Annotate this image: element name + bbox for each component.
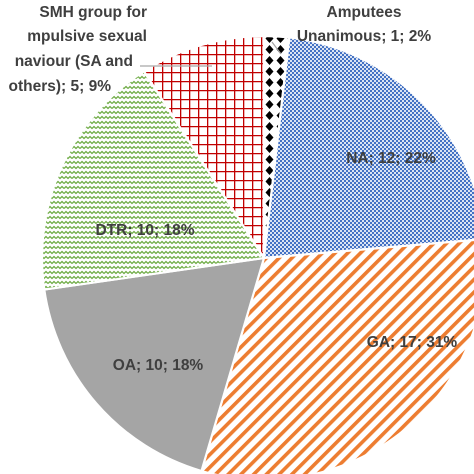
pie-slice-oa — [43, 256, 266, 473]
slice-label-oa: OA; 10; 18% — [113, 357, 204, 374]
pie-slice-na — [262, 36, 474, 260]
label-line: mpulsive sexual — [27, 28, 147, 45]
slice-label-amputees: Amputees Unanimous; 1; 2% — [297, 4, 432, 45]
slice-label-dtr: DTR; 10; 18% — [95, 222, 194, 239]
pie-slice-smh — [142, 34, 266, 260]
slice-label-ga: GA; 17; 31% — [367, 334, 458, 351]
pie-slice-ga — [200, 238, 474, 474]
leader-line-amputees — [271, 41, 282, 55]
label-line: naviour (SA and — [15, 53, 133, 70]
label-line: Amputees — [327, 4, 402, 21]
pie-slice-dtr — [40, 70, 266, 291]
label-line: others); 5; 9% — [9, 78, 112, 95]
slice-label-na: NA; 12; 22% — [346, 150, 436, 167]
slice-label-smh: SMH group for mpulsive sexual naviour (S… — [9, 4, 148, 95]
pie-slices — [40, 34, 474, 474]
label-line: Unanimous; 1; 2% — [297, 28, 432, 45]
label-line: SMH group for — [39, 4, 147, 21]
